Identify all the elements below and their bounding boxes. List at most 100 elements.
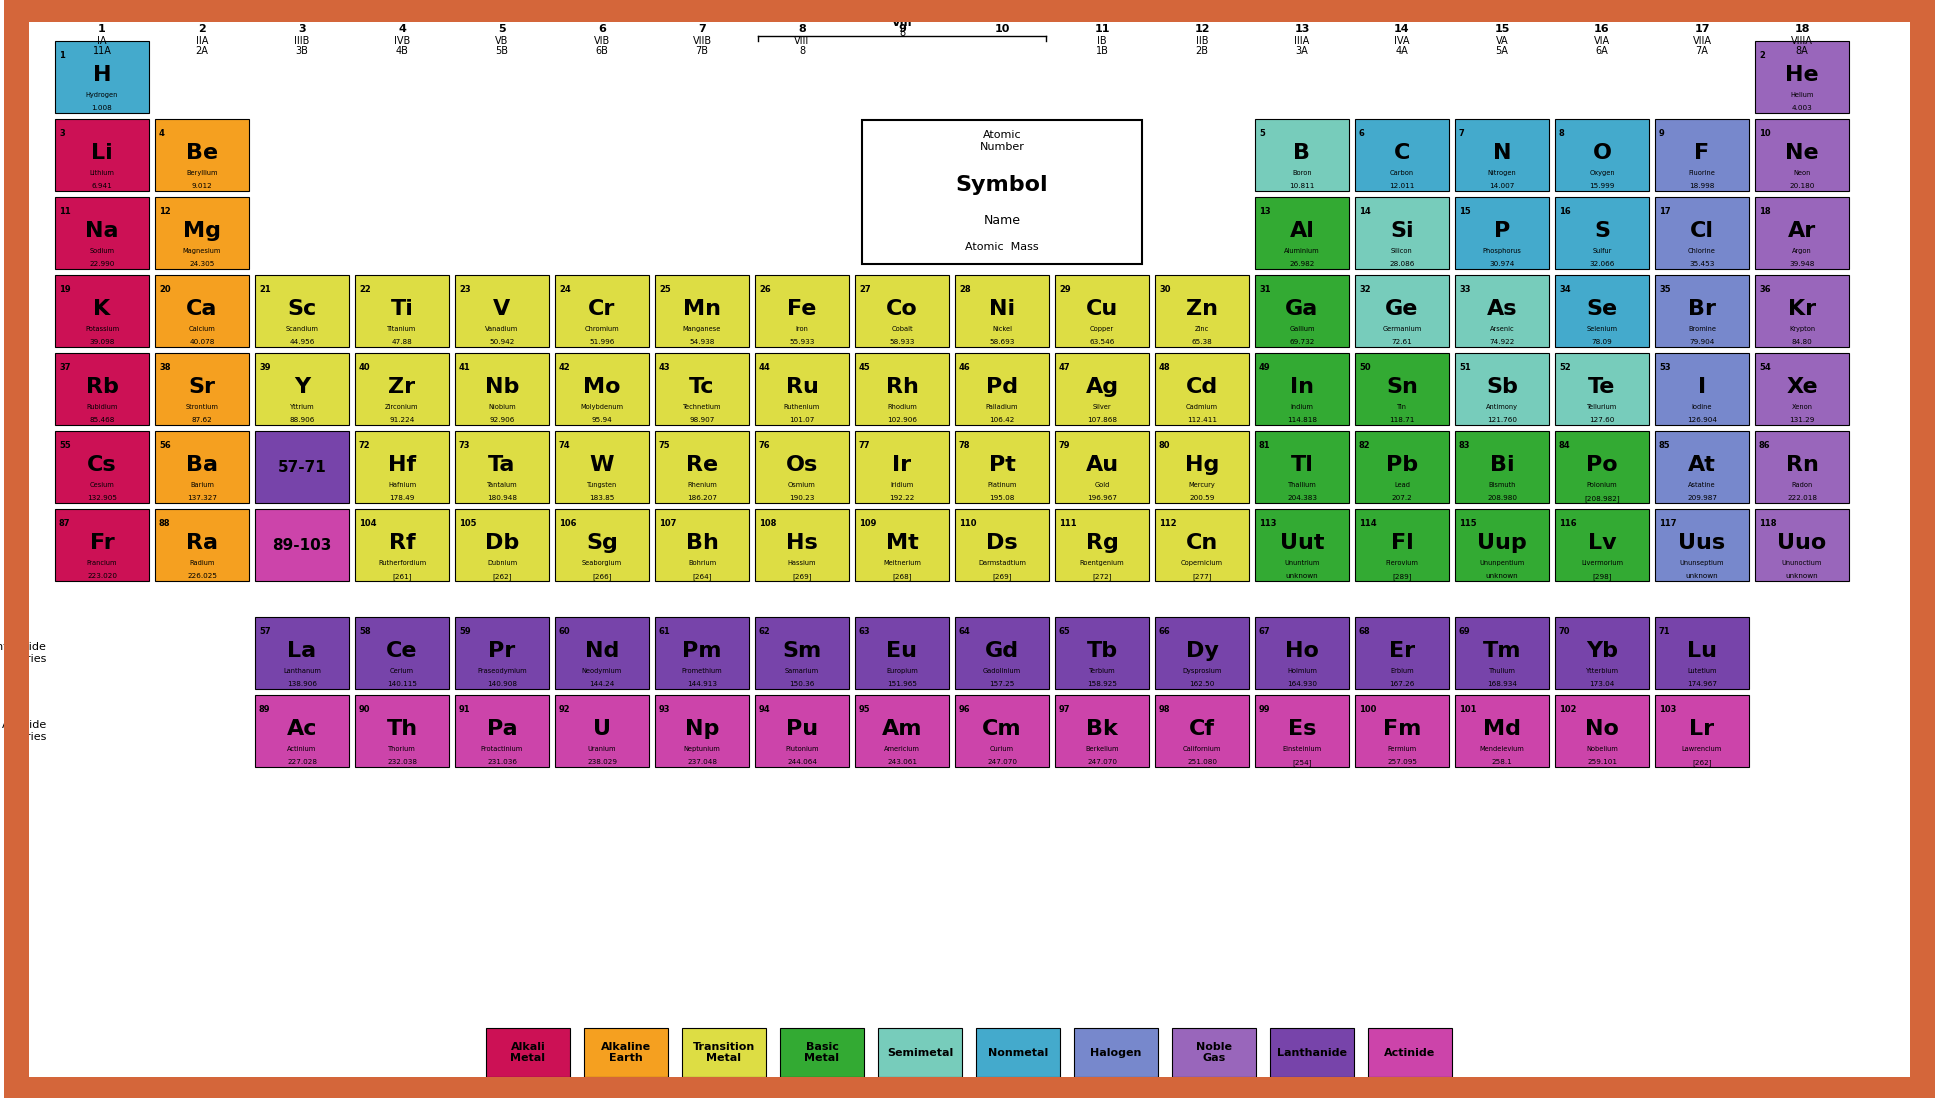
Text: Americium: Americium — [884, 746, 921, 752]
Text: Te: Te — [1589, 378, 1616, 397]
Text: 76: 76 — [760, 441, 771, 450]
Text: 258.1: 258.1 — [1492, 759, 1512, 765]
Text: Zirconium: Zirconium — [386, 404, 419, 410]
Text: Samarium: Samarium — [785, 668, 820, 674]
Text: 36: 36 — [1760, 285, 1771, 294]
Text: Rb: Rb — [85, 378, 118, 397]
Text: Helium: Helium — [1791, 92, 1814, 98]
Text: Livermorium: Livermorium — [1581, 560, 1622, 565]
Text: 84: 84 — [1558, 441, 1570, 450]
Text: VIII: VIII — [891, 18, 913, 29]
Bar — [1655, 695, 1748, 768]
Bar — [955, 432, 1048, 503]
Text: 17: 17 — [1659, 208, 1671, 216]
Text: Ca: Ca — [186, 300, 217, 320]
Text: 20.180: 20.180 — [1789, 183, 1814, 189]
Text: 151.965: 151.965 — [888, 681, 917, 687]
Bar — [1256, 695, 1349, 768]
Text: 95: 95 — [859, 705, 870, 714]
Text: W: W — [589, 456, 614, 475]
Text: 50.942: 50.942 — [488, 339, 516, 345]
Text: 109: 109 — [859, 519, 876, 528]
Text: 180.948: 180.948 — [486, 495, 517, 501]
Text: 93: 93 — [659, 705, 671, 714]
Bar — [1455, 274, 1548, 347]
Text: 10: 10 — [1760, 128, 1771, 138]
Text: 126.904: 126.904 — [1686, 417, 1717, 423]
Text: Alkali
Metal: Alkali Metal — [510, 1042, 545, 1063]
Text: 51: 51 — [1459, 363, 1471, 372]
Text: Pu: Pu — [787, 719, 818, 739]
Text: Db: Db — [484, 534, 519, 553]
Text: Cu: Cu — [1085, 300, 1118, 320]
Text: 101: 101 — [1459, 705, 1477, 714]
Text: Re: Re — [686, 456, 719, 475]
Text: VIIIA: VIIIA — [1791, 36, 1812, 46]
Text: Californium: Californium — [1182, 746, 1221, 752]
Text: [269]: [269] — [793, 573, 812, 580]
Bar — [1554, 197, 1649, 269]
Text: 157.25: 157.25 — [988, 681, 1016, 687]
Text: Po: Po — [1585, 456, 1618, 475]
Text: 11: 11 — [1095, 24, 1110, 34]
Bar — [1256, 432, 1349, 503]
Text: Ir: Ir — [891, 456, 911, 475]
Text: Erbium: Erbium — [1390, 668, 1415, 674]
Text: Silver: Silver — [1093, 404, 1110, 410]
Bar — [1355, 432, 1450, 503]
Text: 204.383: 204.383 — [1287, 495, 1318, 501]
Text: 226.025: 226.025 — [186, 573, 217, 580]
Text: 97: 97 — [1058, 705, 1070, 714]
Text: 105: 105 — [459, 519, 477, 528]
Text: 62: 62 — [760, 627, 771, 636]
Text: unknown: unknown — [1486, 573, 1517, 580]
Text: Ho: Ho — [1285, 641, 1320, 661]
Text: 27: 27 — [859, 285, 870, 294]
Text: IIIB: IIIB — [295, 36, 310, 46]
Bar — [682, 1028, 766, 1077]
Text: Zr: Zr — [388, 378, 415, 397]
Bar — [855, 352, 950, 425]
Text: Europium: Europium — [886, 668, 919, 674]
Bar — [1554, 352, 1649, 425]
Bar — [583, 1028, 669, 1077]
Text: unknown: unknown — [1785, 573, 1818, 580]
Text: Hassium: Hassium — [787, 560, 816, 565]
Bar — [1355, 509, 1450, 581]
Text: 223.020: 223.020 — [87, 573, 116, 580]
Text: 94: 94 — [760, 705, 771, 714]
Text: Pt: Pt — [988, 456, 1016, 475]
Text: Neon: Neon — [1793, 170, 1810, 176]
Text: 6A: 6A — [1595, 46, 1609, 56]
Text: 79: 79 — [1058, 441, 1070, 450]
Bar — [1756, 509, 1849, 581]
Text: At: At — [1688, 456, 1715, 475]
Text: 89: 89 — [260, 705, 271, 714]
Bar — [1355, 119, 1450, 191]
Bar — [155, 432, 248, 503]
Text: [254]: [254] — [1293, 759, 1312, 765]
Bar — [1455, 119, 1548, 191]
Text: 91: 91 — [459, 705, 471, 714]
Text: Actinide
Series: Actinide Series — [2, 720, 47, 742]
Text: 74: 74 — [558, 441, 570, 450]
Bar — [155, 119, 248, 191]
Text: Eu: Eu — [886, 641, 917, 661]
Text: 41: 41 — [459, 363, 471, 372]
Text: Tellurium: Tellurium — [1587, 404, 1616, 410]
Text: 11A: 11A — [93, 46, 112, 56]
Bar — [1554, 509, 1649, 581]
Text: 73: 73 — [459, 441, 471, 450]
Text: La: La — [287, 641, 316, 661]
Text: VIII: VIII — [795, 36, 810, 46]
Text: Cerium: Cerium — [390, 668, 415, 674]
Text: [262]: [262] — [1692, 759, 1711, 765]
Text: Symbol: Symbol — [955, 175, 1048, 194]
Text: 2B: 2B — [1196, 46, 1209, 56]
Text: 192.22: 192.22 — [890, 495, 915, 501]
Text: Sulfur: Sulfur — [1593, 248, 1612, 254]
Text: 16: 16 — [1595, 24, 1610, 34]
Text: Seaborgium: Seaborgium — [581, 560, 622, 565]
Text: Phosphorus: Phosphorus — [1483, 248, 1521, 254]
Text: 190.23: 190.23 — [789, 495, 814, 501]
